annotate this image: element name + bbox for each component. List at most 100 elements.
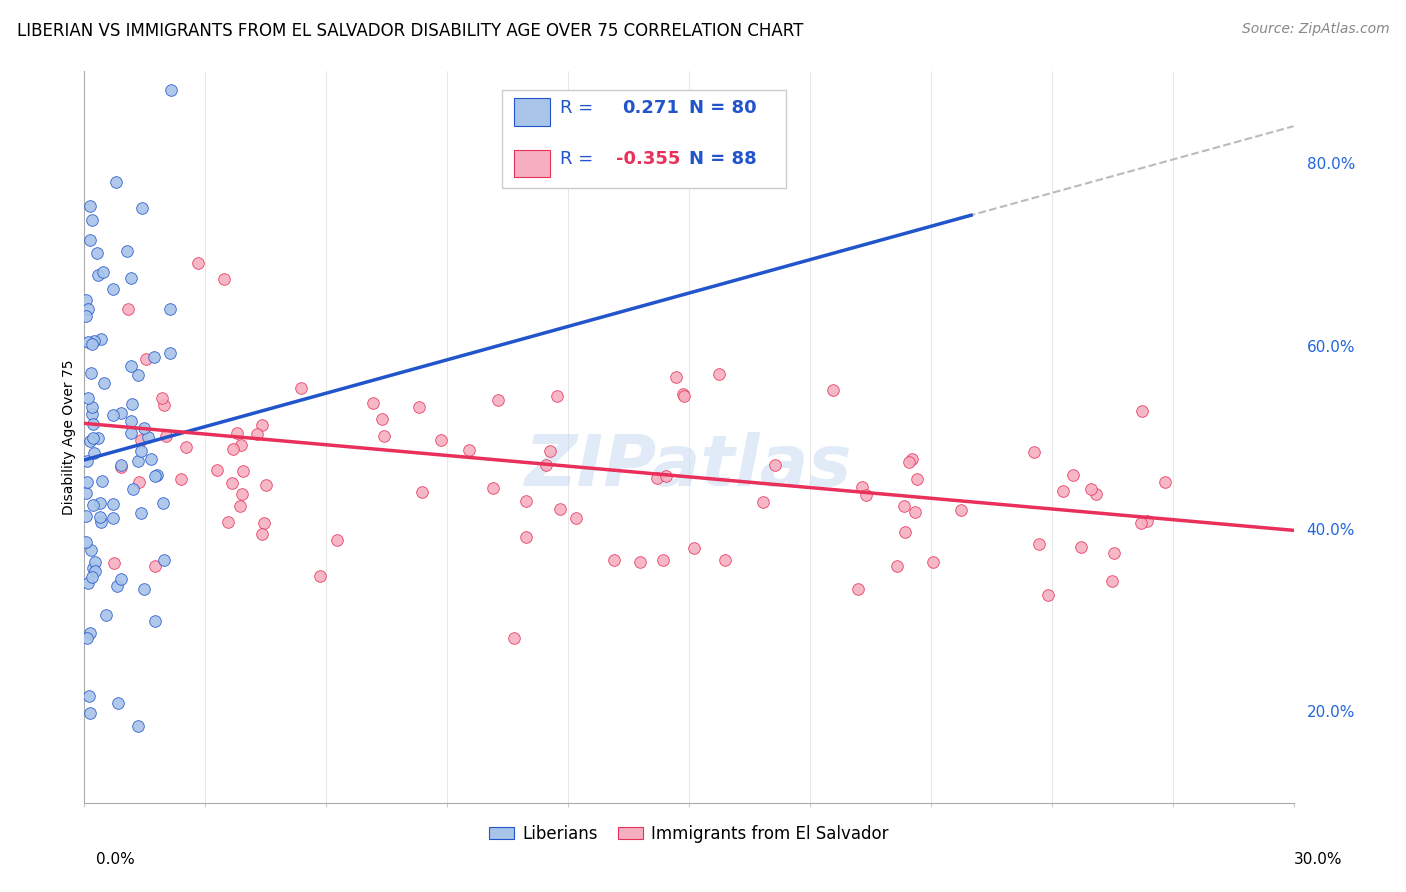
- Point: [894, 525, 917, 540]
- Point: [250, 527, 273, 541]
- Point: [101, 497, 124, 511]
- Point: [80, 366, 103, 380]
- Point: [110, 458, 132, 472]
- Point: [651, 553, 673, 567]
- Point: [665, 370, 688, 384]
- Point: [515, 493, 537, 508]
- Point: [673, 389, 696, 403]
- Point: [129, 434, 152, 448]
- Point: [253, 516, 276, 531]
- Point: [79, 199, 101, 213]
- Point: [83, 334, 105, 348]
- Point: [647, 471, 669, 485]
- Point: [893, 499, 915, 513]
- Point: [75, 309, 97, 323]
- Point: [82, 561, 104, 575]
- Point: [110, 572, 132, 586]
- Point: [901, 451, 924, 466]
- Point: [89, 510, 111, 524]
- Point: [546, 388, 568, 402]
- Point: [207, 463, 229, 477]
- Point: [107, 697, 129, 711]
- Text: 0.271: 0.271: [623, 99, 679, 117]
- Legend: Liberians, Immigrants from El Salvador: Liberians, Immigrants from El Salvador: [482, 818, 896, 849]
- Point: [1038, 589, 1060, 603]
- Text: R =: R =: [560, 99, 599, 117]
- Point: [851, 480, 873, 494]
- Point: [90, 332, 112, 346]
- Point: [103, 556, 125, 570]
- Point: [134, 421, 156, 435]
- Point: [846, 582, 869, 597]
- Point: [134, 582, 156, 596]
- Point: [120, 414, 142, 428]
- Point: [96, 607, 118, 622]
- Point: [80, 337, 103, 351]
- Point: [145, 558, 167, 573]
- Point: [630, 555, 652, 569]
- Point: [1070, 541, 1092, 555]
- Point: [904, 505, 927, 519]
- Point: [1052, 483, 1074, 498]
- Point: [515, 530, 537, 544]
- Point: [254, 477, 277, 491]
- Point: [79, 233, 101, 247]
- Point: [1080, 482, 1102, 496]
- Point: [481, 482, 503, 496]
- Point: [120, 271, 142, 285]
- Point: [502, 632, 524, 646]
- Point: [538, 444, 561, 458]
- Point: [79, 434, 101, 448]
- Point: [174, 440, 197, 454]
- Point: [709, 367, 731, 381]
- Text: ZIPatlas: ZIPatlas: [526, 432, 852, 500]
- Point: [84, 564, 107, 578]
- Point: [120, 425, 142, 440]
- Point: [82, 498, 104, 512]
- Point: [86, 246, 108, 260]
- Point: [103, 511, 125, 525]
- Point: [127, 454, 149, 468]
- Point: [907, 472, 929, 486]
- Point: [75, 486, 97, 500]
- Y-axis label: Disability Age Over 75: Disability Age Over 75: [62, 359, 76, 515]
- Point: [143, 468, 166, 483]
- Point: [1084, 487, 1107, 501]
- Point: [855, 488, 877, 502]
- Point: [89, 495, 111, 509]
- Bar: [513, 98, 550, 127]
- Point: [75, 535, 97, 549]
- Point: [221, 476, 243, 491]
- Point: [76, 475, 98, 490]
- Point: [1136, 514, 1159, 528]
- Point: [153, 553, 176, 567]
- Point: [231, 486, 253, 500]
- Point: [142, 350, 165, 364]
- Point: [1062, 468, 1084, 483]
- Point: [82, 400, 104, 414]
- Point: [103, 282, 125, 296]
- Point: [110, 406, 132, 420]
- Point: [898, 454, 921, 468]
- Point: [217, 515, 239, 529]
- Point: [127, 719, 149, 733]
- Point: [93, 376, 115, 390]
- Point: [128, 475, 150, 490]
- Point: [408, 400, 430, 414]
- Point: [104, 175, 127, 189]
- Point: [91, 474, 114, 488]
- Point: [160, 82, 183, 96]
- Point: [486, 393, 509, 408]
- Point: [752, 495, 775, 509]
- Point: [922, 555, 945, 569]
- Point: [127, 368, 149, 382]
- Point: [373, 429, 395, 443]
- Point: [229, 499, 252, 513]
- Text: 30.0%: 30.0%: [1295, 852, 1343, 867]
- Text: 0.0%: 0.0%: [96, 852, 135, 867]
- Point: [79, 706, 101, 721]
- Point: [131, 201, 153, 215]
- Point: [1101, 574, 1123, 588]
- Point: [763, 458, 786, 472]
- Point: [75, 293, 97, 307]
